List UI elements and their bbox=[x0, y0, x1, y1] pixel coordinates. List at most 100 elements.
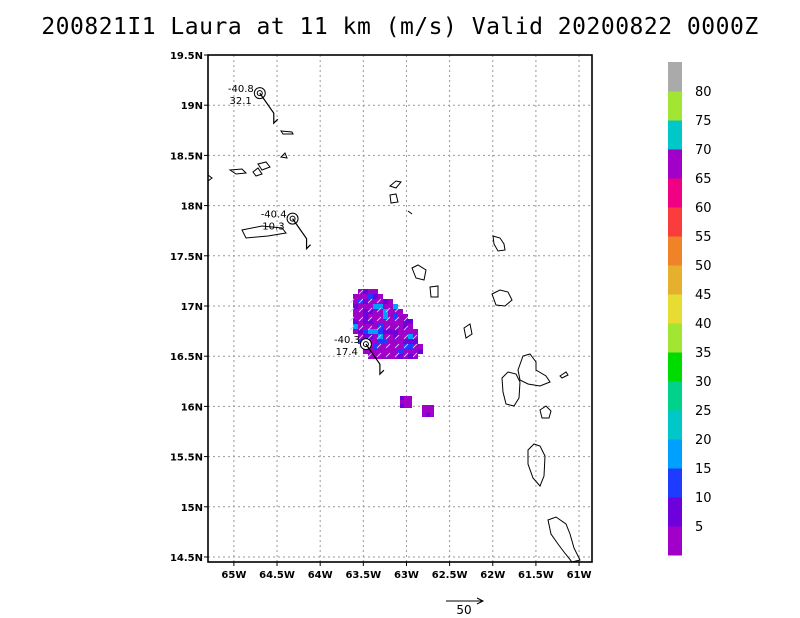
lon-tick-labels: 65W 64.5W 64W 63.5W 63W 62.5W 62W 61.5W 61W bbox=[221, 570, 591, 581]
wind-arrow bbox=[385, 325, 391, 331]
wind-cell bbox=[368, 304, 373, 309]
wind-cell bbox=[378, 304, 383, 309]
wind-arrow bbox=[385, 352, 391, 358]
colorbar-label: 30 bbox=[695, 375, 712, 390]
wind-cell bbox=[373, 309, 378, 314]
wind-cell bbox=[368, 319, 373, 324]
wind-arrow bbox=[412, 334, 418, 340]
lat-tick-label: 18.5N bbox=[170, 151, 203, 162]
wind-cell bbox=[388, 319, 393, 324]
station-label-bottom: 17.4 bbox=[336, 347, 358, 358]
wind-cell bbox=[403, 324, 408, 329]
lat-tick-label: 17.5N bbox=[170, 252, 203, 263]
wind-cell bbox=[408, 396, 412, 400]
wind-arrow bbox=[394, 325, 400, 331]
wind-cell bbox=[353, 309, 358, 314]
wind-cell bbox=[373, 334, 378, 339]
wind-cell bbox=[404, 400, 408, 404]
station-label-bottom: 10.3 bbox=[262, 222, 284, 233]
wind-cell bbox=[413, 339, 418, 344]
wind-cell bbox=[408, 324, 413, 329]
wind-arrow bbox=[385, 334, 391, 340]
colorbar-label: 50 bbox=[695, 259, 712, 274]
coastline bbox=[207, 174, 213, 182]
wind-cell bbox=[383, 334, 388, 339]
wind-cell bbox=[403, 334, 408, 339]
wind-cell bbox=[353, 319, 358, 324]
colorbar-swatch bbox=[668, 149, 682, 179]
lon-tick-label: 62W bbox=[480, 570, 505, 581]
wind-cell bbox=[398, 329, 403, 334]
wind-cell bbox=[388, 354, 393, 359]
wind-cell bbox=[353, 299, 358, 304]
colorbar-swatch bbox=[668, 294, 682, 324]
wind-cell bbox=[358, 309, 363, 314]
wind-cell bbox=[353, 294, 358, 299]
wind-cell bbox=[388, 304, 393, 309]
wind-arrow bbox=[376, 307, 382, 313]
wind-cell bbox=[358, 289, 363, 294]
coastline bbox=[547, 516, 581, 563]
wind-arrow bbox=[394, 334, 400, 340]
wind-cell bbox=[368, 309, 373, 314]
wind-cell bbox=[393, 339, 398, 344]
wind-cell bbox=[393, 349, 398, 354]
colorbar-label: 55 bbox=[695, 230, 712, 245]
station-label-top: -40.8 bbox=[228, 84, 254, 95]
colorbar-swatch bbox=[668, 526, 682, 556]
wind-arrow bbox=[349, 298, 355, 304]
wind-cell bbox=[373, 294, 378, 299]
wind-arrow bbox=[385, 343, 391, 349]
wind-cell bbox=[378, 344, 383, 349]
wind-cell bbox=[400, 400, 404, 404]
wind-cell bbox=[358, 304, 363, 309]
wind-barb bbox=[259, 92, 279, 125]
wind-cell bbox=[422, 413, 426, 417]
colorbar-swatch bbox=[668, 381, 682, 411]
colorbar-swatch bbox=[668, 439, 682, 469]
plot-frame bbox=[207, 54, 593, 563]
colorbar-swatch bbox=[668, 323, 682, 353]
wind-cell bbox=[388, 314, 393, 319]
wind-cell bbox=[398, 354, 403, 359]
wind-cell bbox=[383, 329, 388, 334]
lat-tick-label: 16N bbox=[181, 402, 203, 413]
coastline bbox=[491, 289, 513, 307]
wind-cell bbox=[408, 354, 413, 359]
lon-tick-label: 63.5W bbox=[345, 570, 381, 581]
wind-cell bbox=[383, 314, 388, 319]
wind-arrow bbox=[394, 343, 400, 349]
coastline bbox=[501, 371, 521, 407]
wind-cell bbox=[413, 349, 418, 354]
wind-cell bbox=[398, 339, 403, 344]
colorbar: 5 10 15 20 25 30 35 40 45 50 55 60 65 70 75 80 bbox=[668, 62, 712, 556]
station-marker-inner bbox=[256, 90, 263, 97]
wind-arrow bbox=[349, 325, 355, 331]
wind-cell bbox=[363, 314, 368, 319]
station-marker-inner bbox=[362, 341, 369, 348]
wind-cell bbox=[383, 324, 388, 329]
wind-cell bbox=[373, 314, 378, 319]
wind-cell bbox=[373, 304, 378, 309]
stations: -40.832.1 -40.410.3 -40.317.4 bbox=[228, 84, 385, 376]
wind-cell bbox=[393, 329, 398, 334]
wind-cell bbox=[358, 314, 363, 319]
wind-cell bbox=[358, 324, 363, 329]
wind-cell bbox=[368, 354, 373, 359]
wind-cell bbox=[400, 404, 404, 408]
wind-cell bbox=[373, 324, 378, 329]
wind-cell bbox=[426, 405, 430, 409]
coastline bbox=[257, 161, 271, 171]
colorbar-label: 35 bbox=[695, 346, 712, 361]
wind-arrow bbox=[403, 334, 409, 340]
wind-arrow bbox=[358, 334, 364, 340]
wind-cell bbox=[383, 344, 388, 349]
wind-cell bbox=[393, 344, 398, 349]
wind-cell bbox=[353, 304, 358, 309]
wind-cell bbox=[363, 319, 368, 324]
coastline bbox=[559, 371, 569, 379]
wind-arrow bbox=[367, 352, 373, 358]
lon-tick-label: 61W bbox=[567, 570, 592, 581]
colorbar-swatch bbox=[668, 91, 682, 121]
vector-key-label: 50 bbox=[456, 603, 471, 617]
